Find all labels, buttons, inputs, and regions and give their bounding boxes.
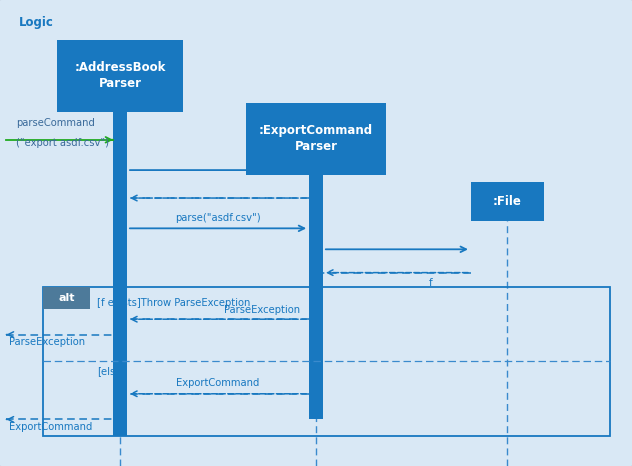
- Text: alt: alt: [58, 293, 75, 303]
- Text: Logic: Logic: [19, 16, 54, 29]
- Text: :File: :File: [493, 195, 521, 208]
- Text: ParseException: ParseException: [9, 337, 85, 347]
- Text: [f exists]Throw ParseException: [f exists]Throw ParseException: [97, 298, 250, 308]
- Text: f: f: [429, 278, 432, 288]
- Text: :AddressBook
Parser: :AddressBook Parser: [75, 61, 166, 90]
- Text: ParseException: ParseException: [224, 305, 300, 315]
- Bar: [309, 175, 323, 419]
- Text: parseCommand: parseCommand: [16, 118, 95, 128]
- FancyBboxPatch shape: [57, 40, 183, 112]
- FancyBboxPatch shape: [471, 182, 544, 221]
- Text: parse("asdf.csv"): parse("asdf.csv"): [175, 213, 261, 223]
- Text: [else]: [else]: [97, 366, 125, 376]
- FancyBboxPatch shape: [246, 103, 386, 175]
- Text: ExportCommand: ExportCommand: [176, 378, 260, 388]
- Bar: [113, 112, 127, 436]
- Bar: [43, 287, 610, 436]
- FancyBboxPatch shape: [43, 287, 90, 309]
- Text: ("export asdf.csv"): ("export asdf.csv"): [16, 138, 109, 148]
- Text: ExportCommand: ExportCommand: [9, 422, 93, 432]
- Text: :ExportCommand
Parser: :ExportCommand Parser: [259, 124, 373, 153]
